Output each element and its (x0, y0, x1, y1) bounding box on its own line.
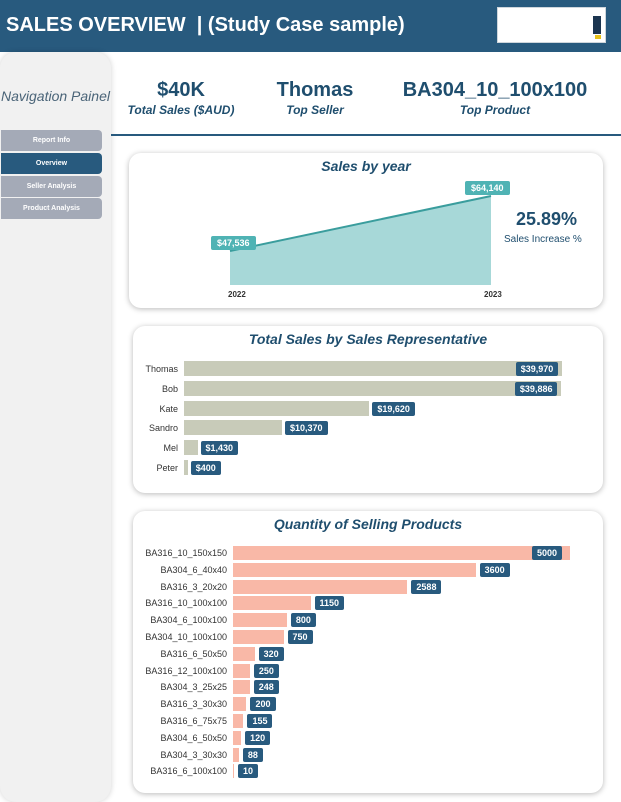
product-bar (233, 613, 287, 628)
data-label-2022: $47,536 (211, 236, 256, 251)
rep-value-label: $39,970 (515, 362, 559, 376)
sales-by-year-title: Sales by year (321, 158, 411, 174)
product-bar (233, 579, 408, 594)
product-value-label: 3600 (479, 562, 510, 577)
product-value-label: 88 (242, 747, 263, 762)
product-bar (233, 697, 247, 712)
nav-title: Navigation Painel (1, 88, 110, 104)
product-value-label: 1150 (314, 596, 345, 611)
kpi-value: BA304_10_100x100 (402, 79, 588, 101)
kpi-label: Total Sales ($AUD) (127, 103, 235, 117)
product-bar (233, 646, 255, 661)
product-label: BA316_3_20x20 (160, 581, 227, 592)
nav-item-seller-analysis[interactable]: Seller Analysis (1, 176, 102, 197)
product-label: BA304_10_100x100 (145, 632, 227, 642)
product-bar (233, 630, 284, 644)
header-bar: SALES OVERVIEW | (Study Case sample) (0, 0, 621, 52)
rep-label: Peter (156, 463, 178, 473)
product-value-label: 200 (250, 697, 276, 712)
x-tick-2023: 2023 (484, 290, 502, 299)
product-bar (233, 562, 476, 577)
sales-rep-title: Total Sales by Sales Representative (248, 331, 488, 347)
kpi-divider (111, 134, 621, 136)
rep-value-label: $400 (190, 461, 221, 475)
kpi-top-seller: Thomas Top Seller (250, 78, 380, 118)
rep-label: Thomas (145, 364, 178, 374)
product-bar (233, 663, 250, 678)
nav-item-product-analysis[interactable]: Product Analysis (1, 198, 102, 219)
product-value-label: 800 (290, 613, 316, 628)
nav-item-report-info[interactable]: Report Info (1, 130, 102, 151)
product-label: BA316_12_100x100 (145, 665, 227, 676)
product-value-label: 10 (238, 764, 259, 779)
rep-value-label: $1,430 (200, 441, 239, 456)
rep-value-label: $19,620 (372, 401, 415, 416)
product-bar (233, 680, 250, 695)
product-value-label: 250 (253, 663, 279, 678)
page-title: SALES OVERVIEW | (Study Case sample) (6, 14, 405, 36)
rep-label: Sandro (148, 423, 178, 434)
rep-label: Kate (159, 403, 178, 414)
rep-bar (184, 440, 198, 456)
product-label: BA316_10_100x100 (145, 598, 227, 609)
rep-bar (184, 361, 562, 376)
product-bar (233, 747, 239, 762)
product-bar (233, 764, 234, 779)
product-value-label: 320 (258, 646, 284, 661)
product-label: BA316_6_100x100 (150, 766, 227, 777)
kpi-top-product: BA304_10_100x100 Top Product (390, 78, 600, 118)
navigation-panel: Navigation Painel Report Info Overview S… (0, 52, 111, 802)
sales-trend-line (229, 195, 492, 253)
products-chart: BA316_10_150x150 5000 BA304_6_40x40 3600 BA3… (0, 546, 621, 786)
rep-value-label: $39,886 (514, 381, 558, 396)
rep-label: Bob (161, 383, 178, 394)
product-label: BA304_3_25x25 (160, 682, 227, 693)
kpi-value: $40K (157, 79, 205, 101)
product-value-label: 750 (287, 630, 313, 644)
product-label: BA316_3_30x30 (160, 699, 227, 710)
product-label: BA316_10_150x150 (145, 548, 227, 558)
product-label: BA304_6_100x100 (150, 615, 227, 626)
sales-increase-value: 25.89% (516, 209, 578, 229)
logo-accent-icon (595, 35, 601, 39)
data-label-2023: $64,140 (465, 181, 510, 195)
kpi-label: Top Product (459, 103, 531, 117)
rep-value-label: $10,370 (284, 421, 328, 436)
product-label: BA304_6_40x40 (160, 564, 227, 575)
kpi-label: Top Seller (286, 103, 344, 117)
product-value-label: 5000 (532, 546, 563, 560)
product-bar (233, 596, 311, 611)
rep-bar (184, 400, 370, 416)
product-value-label: 155 (247, 714, 273, 728)
sales-increase-label: Sales Increase % (504, 234, 582, 245)
product-bar (233, 714, 244, 728)
product-bar (233, 546, 570, 560)
company-logo (497, 7, 606, 43)
sales-rep-chart: Thomas $39,970 Bob $39,886 Kate $19,620 Sandro… (132, 361, 572, 487)
rep-bar (184, 460, 188, 475)
product-value-label: 120 (245, 730, 271, 745)
product-label: BA304_6_50x50 (160, 732, 227, 743)
product-label: BA304_3_30x30 (160, 749, 227, 760)
kpi-value: Thomas (276, 79, 354, 101)
rep-bar (184, 420, 282, 436)
product-label: BA316_6_50x50 (160, 648, 227, 659)
products-title: Quantity of Selling Products (273, 516, 463, 532)
rep-label: Mel (163, 443, 178, 454)
sales-area (230, 196, 491, 285)
product-label: BA316_6_75x75 (160, 716, 227, 726)
product-value-label: 248 (253, 680, 279, 695)
kpi-total-sales: $40K Total Sales ($AUD) (111, 78, 251, 118)
rep-bar (184, 380, 561, 396)
logo-mark-icon (593, 16, 601, 34)
x-tick-2022: 2022 (228, 290, 246, 299)
product-bar (233, 730, 242, 745)
nav-item-overview[interactable]: Overview (1, 153, 102, 174)
product-value-label: 2588 (411, 579, 442, 594)
